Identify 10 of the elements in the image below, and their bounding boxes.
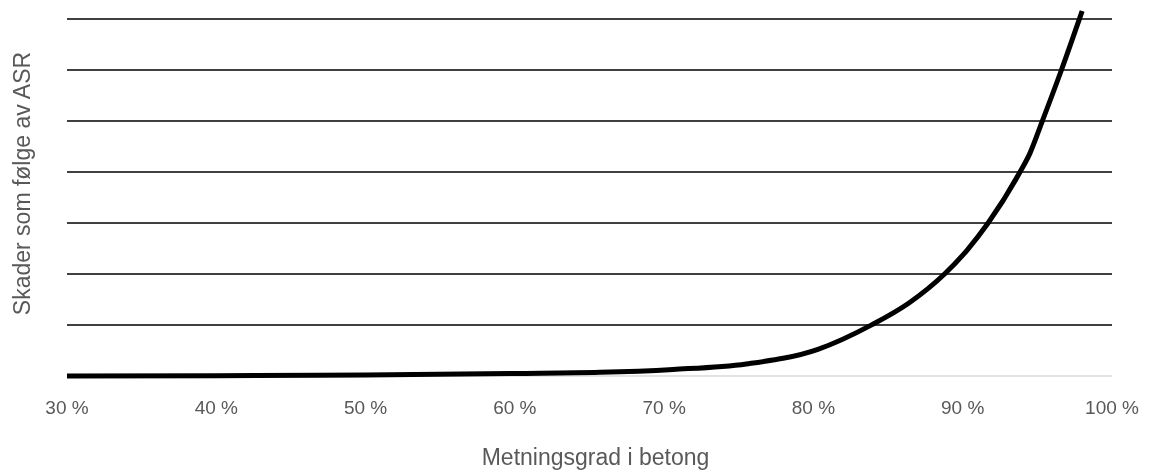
x-tick-label: 80 %: [791, 397, 836, 418]
x-tick-label: 60 %: [493, 397, 537, 418]
x-tick-label: 70 %: [642, 397, 686, 418]
x-tick-label: 40 %: [194, 397, 239, 418]
x-axis-title: Metningsgrad i betong: [481, 444, 710, 470]
x-tick-label: 30 %: [45, 397, 89, 418]
y-axis-title: Skader som følge av ASR: [9, 51, 35, 316]
x-tick-label: 90 %: [941, 397, 985, 418]
x-tick-label: 50 %: [343, 397, 388, 418]
x-tick-label: 100 %: [1085, 397, 1140, 418]
